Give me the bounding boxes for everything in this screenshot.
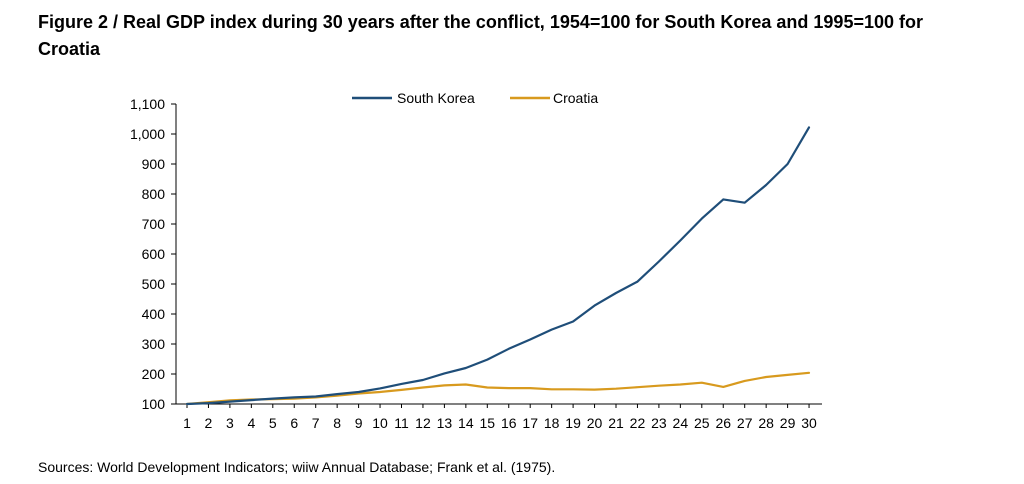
x-tick-label: 4: [247, 415, 255, 431]
x-tick-label: 30: [801, 415, 817, 431]
x-tick-label: 24: [673, 415, 689, 431]
x-tick-label: 9: [355, 415, 363, 431]
y-tick-label: 500: [142, 276, 166, 292]
y-tick-label: 100: [142, 396, 166, 412]
x-axis: 1 2 3 4 5 6 7 8 9 10 11 12 13 14 15 16 17 18 19 20 21 22 23 24 2…: [176, 403, 822, 431]
y-tick-label: 300: [142, 336, 166, 352]
series-line-south-korea: [185, 126, 811, 406]
y-tick-label: 700: [142, 216, 166, 232]
x-tick-label: 13: [437, 415, 453, 431]
y-tick-label: 600: [142, 246, 166, 262]
x-tick-label: 17: [522, 415, 538, 431]
legend-label-south-korea: South Korea: [397, 90, 475, 106]
x-tick-label: 2: [205, 415, 213, 431]
x-tick-label: 16: [501, 415, 517, 431]
x-tick-label: 8: [333, 415, 341, 431]
legend: South Korea Croatia: [352, 90, 598, 106]
x-tick-label: 14: [458, 415, 474, 431]
x-tick-label: 19: [565, 415, 581, 431]
legend-item-south-korea: South Korea: [352, 90, 475, 106]
x-tick-label: 23: [651, 415, 667, 431]
y-tick-label: 200: [142, 366, 166, 382]
x-tick-label: 15: [480, 415, 496, 431]
source-note: Sources: World Development Indicators; w…: [38, 459, 556, 475]
figure-title: Figure 2 / Real GDP index during 30 year…: [38, 12, 923, 59]
y-tick-label: 1,000: [130, 126, 165, 142]
series-line-croatia: [185, 371, 811, 406]
x-tick-label: 11: [394, 415, 409, 431]
x-tick-label: 7: [312, 415, 320, 431]
y-tick-label: 1,100: [130, 96, 165, 112]
x-tick-label: 1: [183, 415, 191, 431]
x-tick-label: 18: [544, 415, 560, 431]
x-tick-label: 28: [758, 415, 774, 431]
y-axis: 100 200 300 400 500 600 700 800 900 1,000 1,100: [130, 96, 177, 412]
y-tick-label: 400: [142, 306, 166, 322]
legend-item-croatia: Croatia: [510, 90, 598, 106]
y-tick-label: 800: [142, 186, 166, 202]
x-tick-label: 21: [608, 415, 624, 431]
x-tick-label: 10: [372, 415, 388, 431]
x-tick-label: 12: [415, 415, 431, 431]
x-tick-label: 22: [630, 415, 646, 431]
x-tick-label: 29: [780, 415, 796, 431]
x-tick-label: 20: [587, 415, 603, 431]
x-tick-label: 5: [269, 415, 277, 431]
x-tick-label: 27: [737, 415, 753, 431]
plot-series: [185, 126, 811, 406]
legend-label-croatia: Croatia: [553, 90, 598, 106]
y-tick-label: 900: [142, 156, 166, 172]
x-tick-label: 3: [226, 415, 234, 431]
x-tick-label: 26: [715, 415, 731, 431]
x-tick-label: 25: [694, 415, 710, 431]
x-tick-label: 6: [290, 415, 298, 431]
